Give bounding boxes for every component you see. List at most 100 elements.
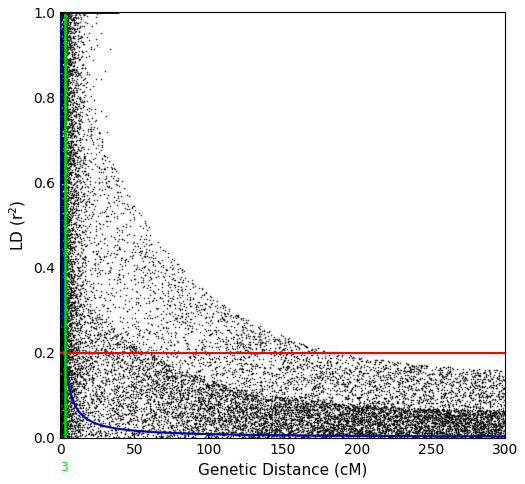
Point	[310, 425, 318, 433]
Point	[76, 370, 84, 378]
Point	[93, 124, 101, 132]
Point	[248, 362, 256, 370]
Point	[445, 426, 454, 434]
Point	[62, 256, 70, 263]
Point	[59, 41, 68, 48]
Point	[267, 414, 276, 422]
Point	[101, 379, 110, 387]
Point	[378, 407, 386, 414]
Point	[477, 407, 485, 415]
Point	[188, 322, 197, 330]
Point	[58, 230, 66, 238]
Point	[444, 433, 452, 441]
Point	[282, 379, 291, 387]
Point	[411, 385, 419, 393]
Point	[62, 195, 70, 203]
Point	[60, 28, 68, 36]
Point	[77, 364, 86, 372]
Point	[62, 358, 71, 366]
Point	[77, 413, 86, 421]
Point	[205, 332, 213, 339]
Point	[307, 398, 315, 406]
Point	[251, 369, 260, 377]
Point	[144, 348, 153, 356]
Point	[64, 20, 72, 28]
Point	[79, 245, 87, 253]
Point	[194, 430, 203, 438]
Point	[458, 412, 466, 420]
Point	[86, 188, 94, 196]
Point	[88, 22, 97, 30]
Point	[460, 377, 468, 385]
Point	[130, 407, 138, 414]
Point	[127, 341, 135, 348]
Point	[377, 407, 386, 414]
Point	[390, 424, 398, 432]
Point	[446, 430, 454, 438]
Point	[72, 294, 81, 302]
Point	[335, 411, 343, 419]
Point	[205, 297, 214, 304]
Point	[233, 386, 241, 393]
Point	[205, 413, 213, 421]
Point	[298, 407, 306, 415]
Point	[281, 422, 290, 429]
Point	[62, 419, 70, 427]
Point	[500, 377, 509, 384]
Point	[67, 36, 76, 44]
Point	[341, 403, 349, 410]
Point	[71, 340, 79, 348]
Point	[390, 433, 398, 440]
Point	[261, 418, 269, 426]
Point	[67, 61, 76, 69]
Point	[370, 412, 379, 420]
Point	[424, 427, 433, 435]
Point	[206, 392, 214, 399]
Point	[493, 412, 501, 420]
Point	[281, 430, 290, 438]
Point	[57, 166, 65, 174]
Point	[454, 422, 462, 429]
Point	[60, 118, 69, 126]
Point	[66, 194, 74, 201]
Point	[60, 160, 68, 168]
Point	[395, 395, 403, 403]
Point	[68, 71, 77, 79]
Point	[62, 35, 71, 43]
Point	[479, 422, 488, 429]
Point	[59, 205, 67, 212]
Point	[298, 399, 306, 407]
Point	[198, 336, 206, 344]
Point	[152, 379, 160, 387]
Point	[86, 314, 94, 321]
Point	[112, 406, 121, 414]
Point	[390, 361, 398, 368]
Point	[59, 255, 68, 262]
Point	[214, 416, 223, 424]
Point	[59, 289, 67, 297]
Point	[323, 422, 332, 429]
Point	[62, 376, 71, 384]
Point	[106, 367, 114, 375]
Point	[247, 350, 256, 358]
Point	[249, 393, 257, 400]
Point	[319, 363, 327, 371]
Point	[368, 404, 376, 411]
Point	[297, 427, 306, 435]
Point	[196, 389, 205, 396]
Point	[65, 56, 73, 64]
Point	[298, 413, 307, 421]
Point	[458, 408, 467, 416]
Point	[61, 406, 69, 414]
Point	[59, 343, 68, 351]
Point	[230, 431, 239, 439]
Point	[310, 433, 319, 441]
Point	[369, 420, 377, 428]
Point	[59, 130, 68, 137]
Point	[81, 370, 90, 378]
Point	[62, 412, 71, 420]
Point	[111, 426, 119, 434]
Point	[65, 115, 74, 122]
Point	[393, 426, 401, 434]
Point	[330, 425, 338, 433]
